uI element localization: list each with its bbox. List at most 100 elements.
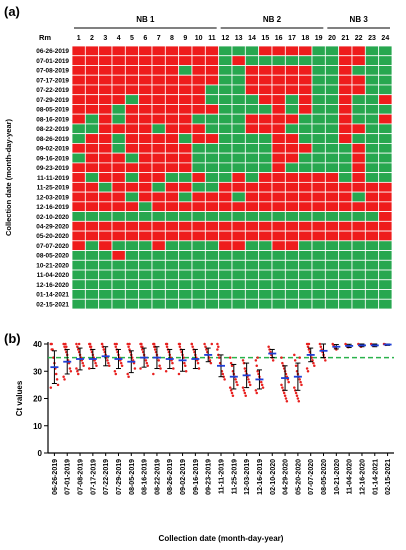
ct-point bbox=[171, 361, 174, 365]
heatmap-cell bbox=[111, 133, 126, 144]
heatmap-cell bbox=[218, 181, 233, 193]
heatmap-cell bbox=[244, 172, 260, 183]
heatmap-column-header-label: Rm bbox=[39, 33, 51, 42]
ct-point bbox=[196, 361, 200, 365]
heatmap-cell bbox=[138, 143, 153, 154]
heatmap-cell bbox=[378, 269, 393, 281]
heatmap-cell bbox=[258, 74, 273, 86]
heatmap-column-label: 10 bbox=[195, 35, 203, 42]
ct-point bbox=[82, 364, 85, 368]
heatmap-column-label: 23 bbox=[368, 35, 376, 42]
x-tick-label: 08-22-2019 bbox=[154, 459, 161, 495]
heatmap-cell bbox=[351, 269, 366, 281]
heatmap-cell bbox=[191, 143, 206, 154]
heatmap-cell bbox=[338, 152, 353, 164]
heatmap-cell bbox=[338, 181, 353, 193]
heatmap-cell bbox=[124, 259, 140, 271]
heatmap-cell bbox=[84, 279, 100, 290]
heatmap-cell bbox=[364, 45, 380, 57]
heatmap-cell bbox=[351, 162, 366, 174]
heatmap-cell bbox=[298, 240, 313, 251]
heatmap-cell bbox=[151, 298, 166, 310]
heatmap-cell bbox=[258, 162, 273, 174]
ct-point bbox=[75, 367, 78, 370]
heatmap-cell bbox=[378, 279, 393, 290]
heatmap-cell bbox=[364, 104, 380, 115]
heatmap-cell bbox=[164, 143, 180, 154]
heatmap-cell bbox=[311, 152, 326, 164]
heatmap-cell bbox=[98, 220, 113, 232]
heatmap-cell bbox=[244, 230, 260, 242]
heatmap-cell bbox=[244, 133, 260, 144]
heatmap-cell bbox=[351, 220, 366, 232]
heatmap-column-label: 13 bbox=[235, 35, 243, 42]
heatmap-cell bbox=[258, 230, 273, 242]
heatmap-cell bbox=[218, 113, 233, 125]
heatmap-cell bbox=[324, 123, 340, 135]
heatmap-cell bbox=[311, 201, 326, 212]
heatmap-cell bbox=[324, 104, 340, 115]
heatmap-cell bbox=[84, 220, 100, 232]
x-tick-label: 08-05-2019 bbox=[129, 459, 136, 495]
heatmap-cell bbox=[98, 55, 113, 66]
heatmap-cell bbox=[338, 74, 353, 86]
heatmap-cell bbox=[98, 201, 113, 212]
heatmap-cell bbox=[71, 201, 86, 212]
ct-point bbox=[141, 348, 144, 351]
heatmap-cell bbox=[351, 289, 366, 300]
heatmap-cell bbox=[111, 172, 126, 183]
heatmap-cell bbox=[191, 123, 206, 135]
x-tick-label: 12-16-2019 bbox=[257, 459, 264, 495]
heatmap-cell bbox=[298, 250, 313, 261]
ct-point bbox=[229, 361, 233, 365]
ct-point bbox=[229, 389, 233, 392]
heatmap-cell bbox=[71, 211, 86, 222]
heatmap-cell bbox=[204, 143, 220, 154]
heatmap-cell bbox=[151, 201, 166, 212]
heatmap-cell bbox=[178, 143, 193, 154]
ct-point bbox=[114, 372, 118, 376]
ct-point bbox=[296, 397, 300, 400]
heatmap-cell bbox=[84, 143, 100, 154]
heatmap-cell bbox=[204, 104, 220, 115]
heatmap-cell bbox=[178, 104, 193, 115]
heatmap-cell bbox=[164, 123, 180, 135]
heatmap-cell bbox=[231, 172, 246, 183]
heatmap-cell bbox=[98, 113, 113, 125]
heatmap-cell bbox=[191, 65, 206, 76]
heatmap-cell bbox=[164, 220, 180, 232]
heatmap-cell bbox=[111, 123, 126, 135]
ct-point bbox=[152, 372, 155, 376]
heatmap-row-label: 10-21-2020 bbox=[36, 262, 69, 269]
heatmap-cell bbox=[271, 162, 286, 174]
heatmap-column-label: 17 bbox=[288, 35, 296, 42]
heatmap-cell bbox=[338, 172, 353, 183]
heatmap-cell bbox=[284, 84, 300, 96]
heatmap-cell bbox=[84, 45, 100, 57]
heatmap-cell bbox=[191, 162, 206, 174]
heatmap-cell bbox=[298, 84, 313, 96]
y-tick-label: 40 bbox=[33, 340, 42, 349]
x-tick-label: 08-26-2019 bbox=[167, 459, 174, 495]
ct-point bbox=[153, 348, 157, 351]
ct-point bbox=[120, 364, 124, 368]
heatmap-cell bbox=[324, 191, 340, 203]
heatmap-cell bbox=[298, 65, 313, 76]
heatmap-cell bbox=[378, 211, 393, 222]
heatmap-cell bbox=[311, 211, 326, 222]
ct-point bbox=[197, 367, 201, 370]
heatmap-cell bbox=[324, 201, 340, 212]
heatmap-row-label: 11-04-2020 bbox=[37, 272, 70, 279]
heatmap-cell bbox=[71, 94, 86, 105]
heatmap-cell bbox=[378, 181, 393, 193]
heatmap-cell bbox=[111, 220, 126, 232]
heatmap-cell bbox=[284, 113, 300, 125]
ct-point bbox=[127, 345, 130, 348]
heatmap-cell bbox=[231, 55, 246, 66]
heatmap-cell bbox=[231, 65, 246, 76]
ct-point bbox=[298, 378, 301, 381]
heatmap-cell bbox=[218, 152, 233, 164]
heatmap-cell bbox=[364, 279, 380, 290]
heatmap-cell bbox=[138, 84, 153, 96]
heatmap-cell bbox=[204, 201, 220, 212]
